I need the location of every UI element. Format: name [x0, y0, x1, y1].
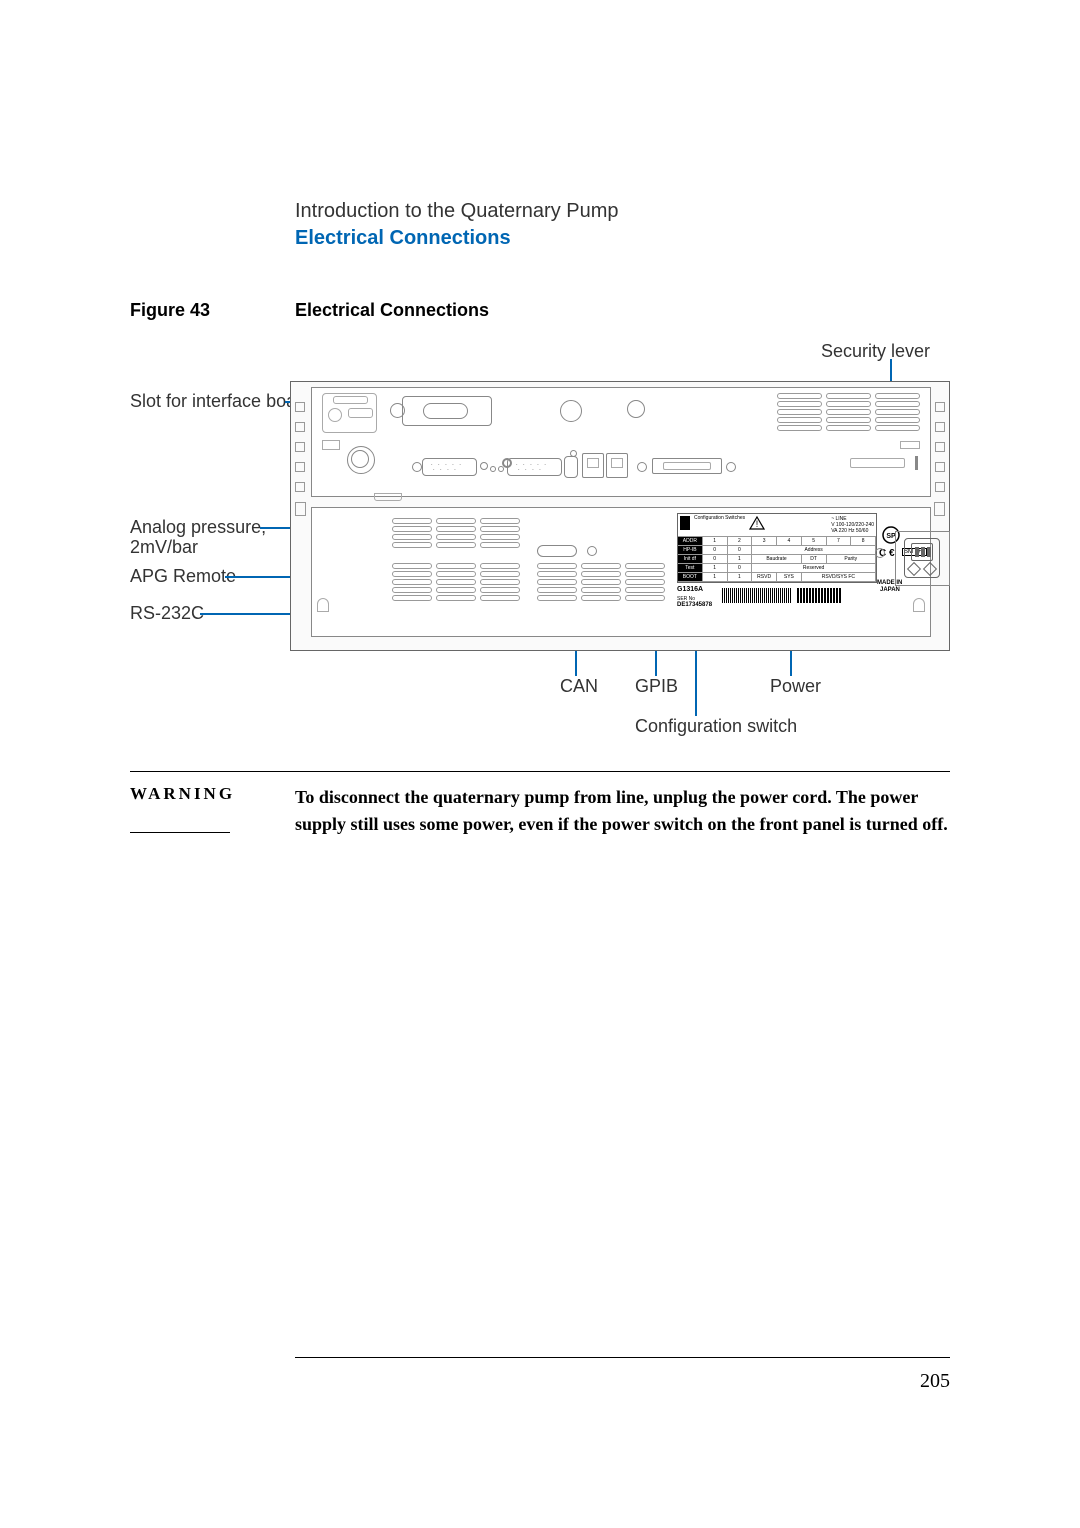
- rs232-port: [564, 456, 578, 478]
- screw: [502, 458, 512, 468]
- dip-switch-icon: [680, 516, 690, 530]
- screw: [587, 546, 597, 556]
- interface-slot: [402, 396, 492, 426]
- figure-caption: Figure 43 Electrical Connections: [130, 300, 950, 321]
- vent-grid-top-right: [777, 393, 920, 431]
- slot: [423, 403, 468, 419]
- screw: [490, 466, 496, 472]
- module-block: [322, 393, 377, 433]
- side-tab: [935, 422, 945, 432]
- config-label: Configuration Switches: [694, 516, 745, 521]
- side-tab: [295, 462, 305, 472]
- screw: [390, 403, 405, 418]
- slot: [537, 545, 577, 557]
- config-switch-panel: Configuration Switches ! ~ LINE V 100-12…: [677, 513, 877, 583]
- vent-grid: [537, 563, 665, 601]
- side-tab: [295, 502, 306, 516]
- page-number: 205: [920, 1370, 950, 1393]
- electrical-connections-diagram: Security lever Slot for interface board …: [130, 341, 950, 741]
- voltage-2: VA 220 Hz 50/60: [831, 528, 874, 534]
- slot: [348, 408, 373, 418]
- page-header: Introduction to the Quaternary Pump Elec…: [295, 200, 950, 250]
- side-tab: [295, 422, 305, 432]
- screw: [480, 462, 488, 470]
- side-tab: [935, 402, 945, 412]
- callout-security-lever: Security lever: [821, 341, 930, 362]
- side-tab: [295, 442, 305, 452]
- side-tab: [295, 482, 305, 492]
- callout-can: CAN: [560, 676, 598, 697]
- side-tab: [295, 402, 305, 412]
- screw: [637, 462, 647, 472]
- side-tab: [934, 502, 945, 516]
- device-rear-panel: · · · · · · · · · · · · · · · · · ·: [290, 381, 950, 651]
- callout-apg-remote: APG Remote: [130, 566, 236, 587]
- foot: [913, 598, 925, 612]
- figure-label: Figure 43: [130, 300, 295, 321]
- callout-rs232c: RS-232C: [130, 603, 204, 624]
- side-tab: [935, 462, 945, 472]
- can-port-2: [606, 453, 628, 478]
- port-inner: [351, 450, 369, 468]
- device-bottom-section: Configuration Switches ! ~ LINE V 100-12…: [311, 507, 931, 637]
- screw: [570, 450, 577, 457]
- device-top-section: · · · · · · · · · · · · · · · · · ·: [311, 387, 931, 497]
- security-lever-area: [850, 448, 915, 478]
- model-label: G1316A: [677, 586, 703, 593]
- slot: [333, 396, 368, 404]
- warning-label-column: WARNING: [130, 771, 295, 839]
- svg-text:!: !: [756, 519, 759, 529]
- side-tab: [935, 442, 945, 452]
- footer-rule: [295, 1357, 950, 1358]
- apg-remote-port: · · · · · · · · ·: [507, 458, 562, 476]
- vent-grid: [392, 518, 520, 548]
- port-circle: [347, 446, 375, 474]
- analog-port: · · · · · · · · ·: [422, 458, 477, 476]
- callout-config-switch: Configuration switch: [635, 716, 797, 737]
- hole: [328, 408, 342, 422]
- barcode-icon: [722, 588, 792, 603]
- warning-block: WARNING To disconnect the quaternary pum…: [130, 771, 950, 838]
- figure-title: Electrical Connections: [295, 300, 489, 321]
- japan-label: JAPAN: [880, 587, 900, 593]
- screw: [560, 400, 582, 422]
- screw: [412, 462, 422, 472]
- section-title: Electrical Connections: [295, 227, 950, 250]
- callout-analog-pressure-2: 2mV/bar: [130, 537, 198, 558]
- foot: [317, 598, 329, 612]
- screw: [726, 462, 736, 472]
- tab: [374, 493, 402, 501]
- warning-text: To disconnect the quaternary pump from l…: [295, 774, 950, 838]
- barcode-icon: [797, 588, 842, 603]
- warning-label: WARNING: [130, 784, 295, 804]
- warning-triangle-icon: !: [749, 516, 765, 530]
- vent-grid: [392, 563, 520, 601]
- can-port-1: [582, 453, 604, 478]
- serial-value: DE17345878: [677, 602, 712, 608]
- side-tab: [935, 482, 945, 492]
- slot: [322, 440, 340, 450]
- screw: [627, 400, 645, 418]
- power-inlet: [905, 523, 915, 533]
- callout-analog-pressure-1: Analog pressure,: [130, 517, 266, 538]
- gpib-port: [652, 458, 722, 474]
- callout-power: Power: [770, 676, 821, 697]
- chapter-title: Introduction to the Quaternary Pump: [295, 200, 950, 223]
- screw: [875, 548, 885, 558]
- callout-gpib: GPIB: [635, 676, 678, 697]
